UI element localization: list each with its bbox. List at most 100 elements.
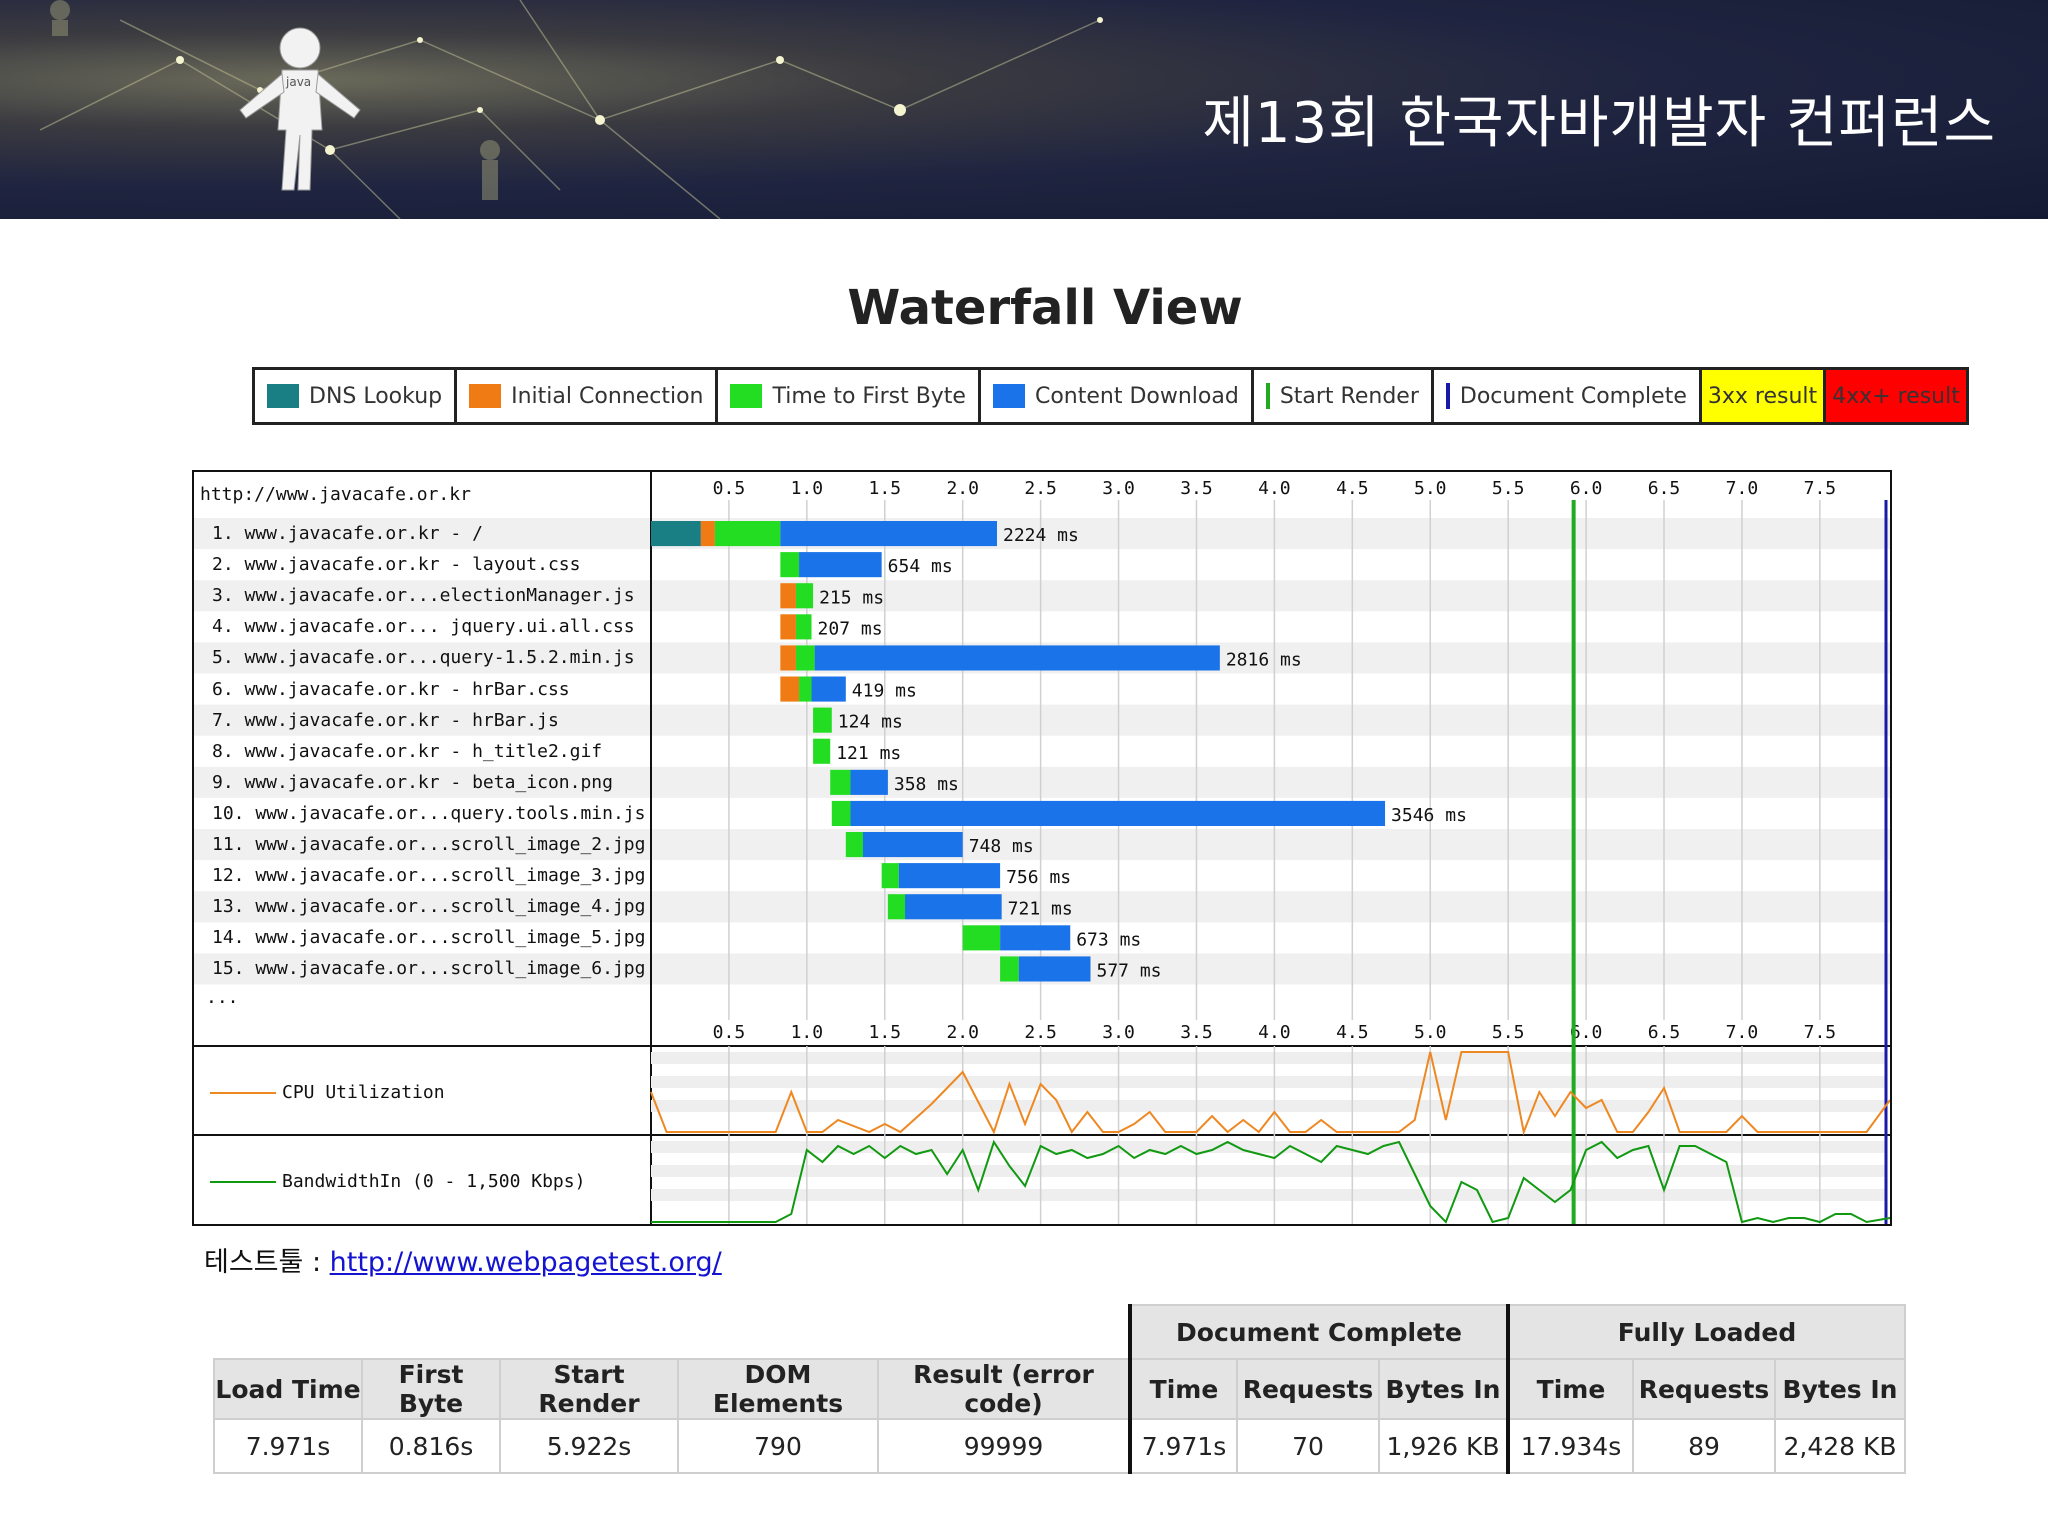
metric-stripe (651, 1141, 1886, 1153)
legend-item-start-render: Start Render (1254, 370, 1434, 422)
bar-ttfb (887, 894, 906, 920)
bar-ms-label: 2816 ms (1226, 650, 1302, 671)
results-value-cell: 7.971s (213, 1418, 363, 1474)
legend-swatch (267, 384, 299, 408)
results-header-cell: Time (1128, 1358, 1238, 1420)
legend-label: DNS Lookup (309, 383, 443, 409)
bar-ttfb (795, 614, 812, 640)
results-header-cell: Bytes In (1378, 1358, 1509, 1420)
bar-ms-label: 215 ms (819, 587, 884, 608)
legend-item-4xx-result: 4xx+ result (1826, 370, 1966, 422)
request-label[interactable]: 2. www.javacafe.or.kr - layout.css (212, 554, 581, 576)
tick-label-bottom: 1.0 (791, 1022, 824, 1043)
webpagetest-link[interactable]: http://www.webpagetest.org/ (329, 1247, 722, 1278)
bar-ttfb (962, 925, 1001, 951)
bar-ttfb (714, 521, 781, 547)
tick-label-bottom: 2.5 (1024, 1022, 1057, 1043)
bar-ttfb (831, 800, 851, 826)
bar-ms-label: 419 ms (852, 681, 917, 702)
results-value-cell: 0.816s (361, 1418, 501, 1474)
legend-item-dns-lookup: DNS Lookup (255, 370, 458, 422)
request-label[interactable]: 6. www.javacafe.or.kr - hrBar.css (212, 678, 570, 700)
waterfall-title: Waterfall View (847, 280, 1243, 336)
request-label[interactable]: 7. www.javacafe.or.kr - hrBar.js (212, 709, 559, 731)
legend-item-initial-connection: Initial Connection (457, 370, 719, 422)
tick-label-top: 3.0 (1102, 478, 1135, 499)
legend-swatch (992, 384, 1025, 408)
waterfall-chart: 0.5 0.5 1.0 1.0 1.5 1.5 2.0 2.0 2.5 2.5 3.0 3.0 3.5 3… (192, 470, 1892, 1226)
metric-stripe (651, 1165, 1886, 1177)
metric-stripe (651, 1189, 1886, 1201)
bar-conn (700, 521, 715, 547)
tick-label-bottom: 7.5 (1804, 1022, 1837, 1043)
cpu-utilization-line (650, 1051, 1890, 1136)
tick-label-bottom: 4.0 (1258, 1022, 1291, 1043)
cpu-label: CPU Utilization (282, 1082, 445, 1103)
legend-swatch (1265, 383, 1270, 409)
tick-label-bottom: 3.0 (1102, 1022, 1135, 1043)
bar-conn (780, 676, 800, 702)
page-url-header: http://www.javacafe.or.kr (200, 484, 471, 505)
row-stripe (194, 829, 1890, 861)
row-stripe (194, 704, 1890, 736)
bar-dl (814, 645, 1220, 671)
bar-ttfb (795, 583, 814, 609)
request-label[interactable]: 11. www.javacafe.or...scroll_image_2.jpg (212, 834, 646, 855)
bar-ms-label: 756 ms (1006, 867, 1071, 888)
results-header-cell: Start Render (499, 1358, 679, 1420)
results-header-cell: Time (1506, 1358, 1634, 1420)
request-label[interactable]: 4. www.javacafe.or... jquery.ui.all.css (212, 616, 635, 638)
tick-label-bottom: 5.0 (1414, 1022, 1447, 1043)
tick-label-bottom: 1.5 (869, 1022, 902, 1043)
request-label[interactable]: 10. www.javacafe.or...query.tools.min.js (212, 802, 646, 824)
bar-ms-label: 673 ms (1076, 929, 1141, 950)
tick-label-bottom: 6.5 (1648, 1022, 1681, 1043)
results-value-cell: 790 (677, 1418, 879, 1474)
constellation-illustration: java (39, 0, 1103, 219)
metric-stripe (651, 1076, 1886, 1088)
request-label[interactable]: 13. www.javacafe.or...scroll_image_4.jpg (212, 896, 646, 918)
request-label[interactable]: 9. www.javacafe.or.kr - beta_icon.png (212, 771, 613, 793)
request-label[interactable]: 5. www.javacafe.or...query-1.5.2.min.js (212, 647, 635, 669)
row-stripe (194, 518, 1890, 550)
test-tool-line: 테스트툴 : http://www.webpagetest.org/ (204, 1240, 722, 1279)
bar-ttfb (881, 863, 899, 889)
bar-dl (850, 769, 888, 795)
results-header-cell: Result (error code) (877, 1358, 1131, 1420)
row-stripe (194, 580, 1890, 612)
legend-label: 4xx+ result (1832, 383, 1960, 409)
more-requests-ellipsis: ... (206, 987, 239, 1008)
conference-title: 제13회 한국자바개발자 컨퍼런스 (1202, 91, 1996, 156)
results-header-cell: Requests (1632, 1358, 1776, 1420)
request-label[interactable]: 8. www.javacafe.or.kr - h_title2.gif (212, 740, 603, 762)
java-figure-icon (239, 27, 361, 191)
tick-label-top: 2.5 (1024, 478, 1057, 499)
results-header-cell: Requests (1236, 1358, 1380, 1420)
bar-dl (1018, 956, 1091, 982)
cpu-legend: CPU Utilization (210, 1082, 445, 1103)
legend-label: Start Render (1279, 383, 1419, 409)
results-value-cell: 5.922s (499, 1418, 679, 1474)
tick-label-top: 5.0 (1414, 478, 1447, 499)
request-label[interactable]: 12. www.javacafe.or...scroll_image_3.jpg (212, 865, 646, 887)
request-label[interactable]: 1. www.javacafe.or.kr - / (212, 523, 483, 544)
request-label[interactable]: 14. www.javacafe.or...scroll_image_5.jpg (212, 927, 646, 949)
waterfall-legend: DNS Lookup Initial Connection Time to Firs… (252, 367, 1969, 425)
bar-dl (862, 832, 963, 858)
bar-dl (1000, 925, 1071, 951)
legend-label: Time to First Byte (772, 383, 966, 409)
tick-label-bottom: 5.5 (1492, 1022, 1525, 1043)
results-value-cell: 1,926 KB (1378, 1418, 1509, 1474)
results-value-cell: 2,428 KB (1774, 1418, 1906, 1474)
bar-ms-label: 748 ms (969, 836, 1034, 857)
results-header-cell: DOM Elements (677, 1358, 879, 1420)
request-label[interactable]: 15. www.javacafe.or...scroll_image_6.jpg (212, 958, 646, 980)
request-label[interactable]: 3. www.javacafe.or...electionManager.js (212, 585, 635, 607)
results-header-cell: First Byte (361, 1358, 501, 1420)
results-value-cell: 17.934s (1506, 1418, 1634, 1474)
bar-conn (780, 583, 796, 609)
bar-dl (898, 863, 1001, 889)
bar-ms-label: 721 ms (1008, 898, 1073, 919)
bar-dl (905, 894, 1002, 920)
cpu-line-swatch (210, 1091, 276, 1094)
